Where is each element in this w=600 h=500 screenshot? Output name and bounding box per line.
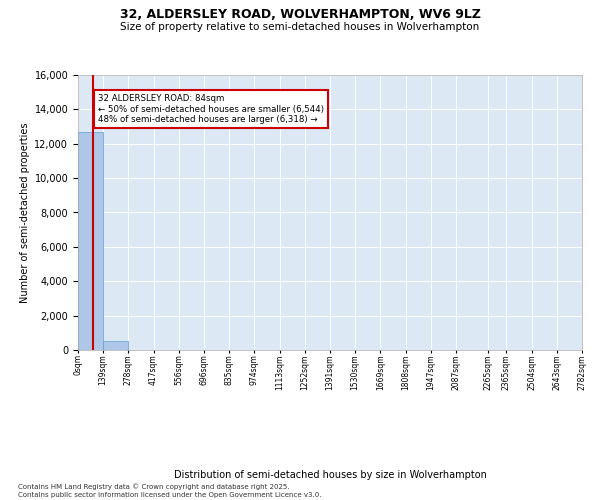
Text: 32 ALDERSLEY ROAD: 84sqm
← 50% of semi-detached houses are smaller (6,544)
48% o: 32 ALDERSLEY ROAD: 84sqm ← 50% of semi-d…: [98, 94, 324, 124]
Text: Contains HM Land Registry data © Crown copyright and database right 2025.
Contai: Contains HM Land Registry data © Crown c…: [18, 484, 322, 498]
Bar: [78, 132, 103, 350]
Bar: [103, 341, 128, 350]
Text: 32, ALDERSLEY ROAD, WOLVERHAMPTON, WV6 9LZ: 32, ALDERSLEY ROAD, WOLVERHAMPTON, WV6 9…: [119, 8, 481, 20]
Text: Size of property relative to semi-detached houses in Wolverhampton: Size of property relative to semi-detach…: [121, 22, 479, 32]
Text: Distribution of semi-detached houses by size in Wolverhampton: Distribution of semi-detached houses by …: [173, 470, 487, 480]
Y-axis label: Number of semi-detached properties: Number of semi-detached properties: [20, 122, 30, 302]
